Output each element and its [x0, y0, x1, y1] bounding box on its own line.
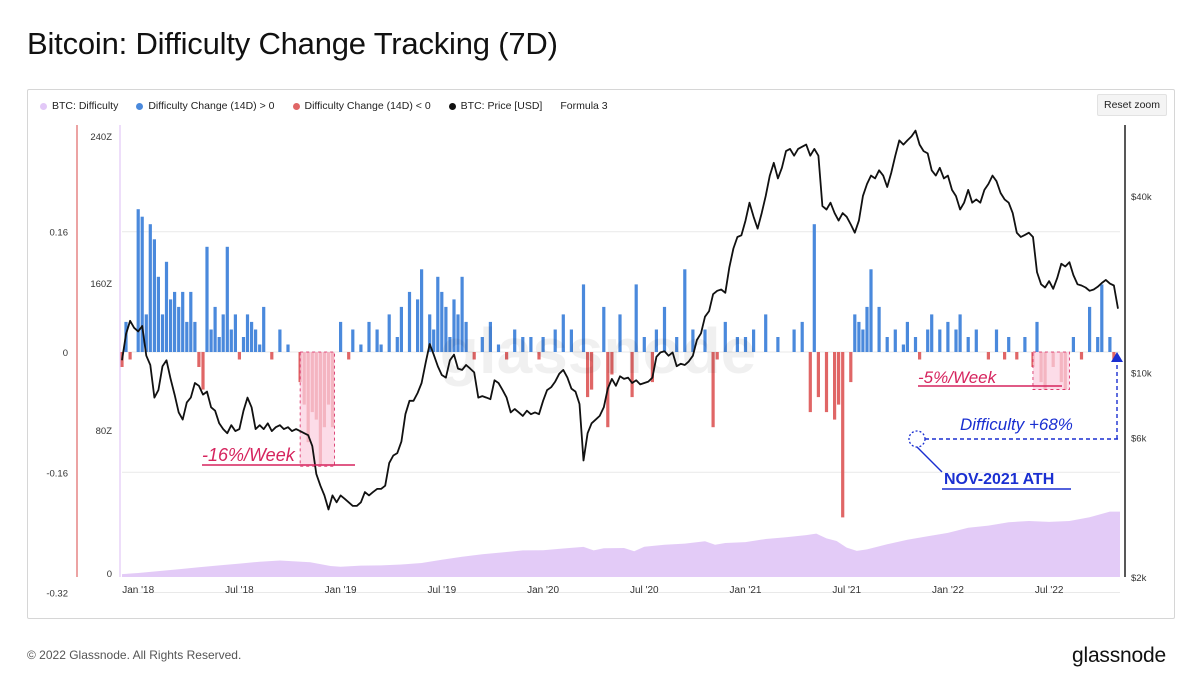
legend-label: BTC: Difficulty [52, 100, 119, 112]
copyright-text: © 2022 Glassnode. All Rights Reserved. [27, 648, 242, 662]
brand-logo: glassnode [1072, 644, 1166, 667]
legend-item-price[interactable]: BTC: Price [USD] [448, 100, 543, 112]
legend-item-negative-change[interactable]: Difficulty Change (14D) < 0 [292, 100, 431, 112]
legend-item-formula[interactable]: Formula 3 [560, 100, 607, 112]
legend-label: Difficulty Change (14D) < 0 [304, 100, 431, 112]
reset-zoom-button[interactable]: Reset zoom [1097, 94, 1167, 116]
legend-dot-negative-icon [292, 102, 300, 110]
legend-item-positive-change[interactable]: Difficulty Change (14D) > 0 [136, 100, 275, 112]
legend-label: Formula 3 [560, 100, 608, 112]
legend-label: Difficulty Change (14D) > 0 [148, 100, 275, 112]
chart-frame [27, 89, 1175, 619]
legend-dot-positive-icon [136, 102, 144, 110]
legend-dot-difficulty-icon [40, 102, 47, 110]
legend-label: BTC: Price [USD] [460, 100, 543, 112]
page-title: Bitcoin: Difficulty Change Tracking (7D) [27, 26, 558, 61]
legend-item-difficulty[interactable]: BTC: Difficulty [40, 100, 118, 112]
chart-legend: BTC: Difficulty Difficulty Change (14D) … [40, 100, 608, 112]
legend-dot-price-icon [448, 102, 456, 110]
